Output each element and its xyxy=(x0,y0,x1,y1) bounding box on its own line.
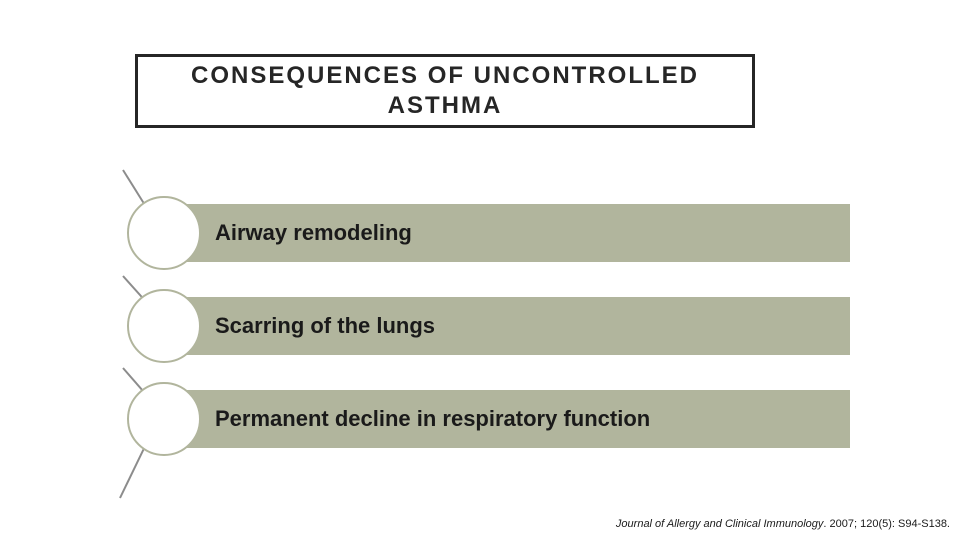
item-label: Airway remodeling xyxy=(215,221,412,245)
connectors-svg xyxy=(0,0,960,540)
item-bar: Airway remodeling xyxy=(170,204,850,262)
citation-journal: Journal of Allergy and Clinical Immunolo… xyxy=(616,518,823,530)
citation: Journal of Allergy and Clinical Immunolo… xyxy=(616,518,950,530)
item-bullet-circle xyxy=(127,382,201,456)
item-row: Scarring of the lungs xyxy=(170,297,850,355)
item-bullet-circle xyxy=(127,289,201,363)
citation-rest: . 2007; 120(5): S94-S138. xyxy=(823,518,950,530)
item-bar: Scarring of the lungs xyxy=(170,297,850,355)
item-label: Permanent decline in respiratory functio… xyxy=(215,407,650,431)
item-label: Scarring of the lungs xyxy=(215,314,435,338)
item-bullet-circle xyxy=(127,196,201,270)
item-bar: Permanent decline in respiratory functio… xyxy=(170,390,850,448)
item-row: Permanent decline in respiratory functio… xyxy=(170,390,850,448)
item-row: Airway remodeling xyxy=(170,204,850,262)
slide: { "background_color": "#ffffff", "title"… xyxy=(0,0,960,540)
